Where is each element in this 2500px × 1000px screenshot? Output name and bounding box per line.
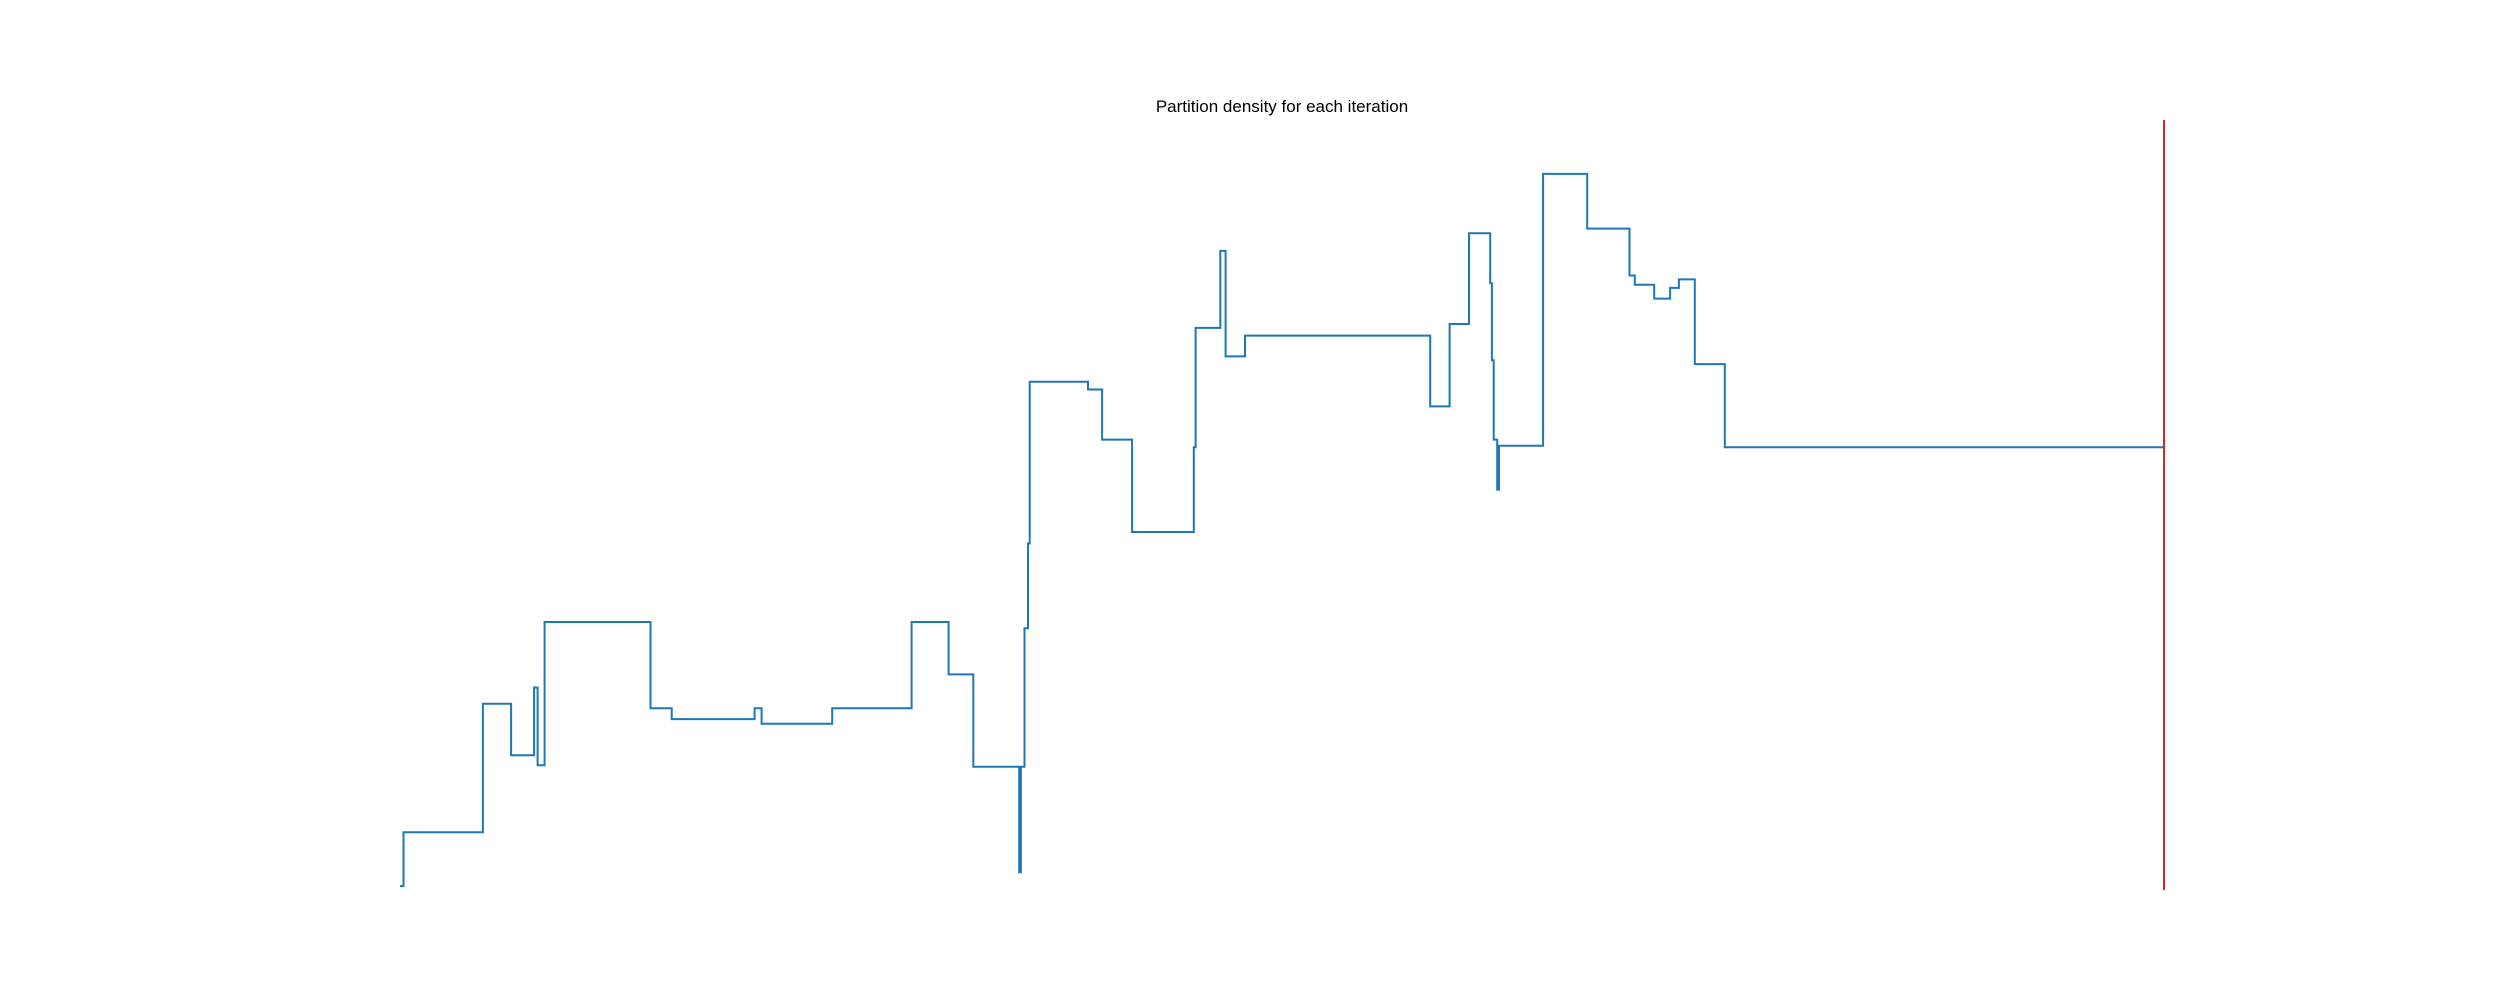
plot-area	[400, 120, 2164, 890]
series-line-0	[400, 174, 2164, 886]
chart-title: Partition density for each iteration	[1156, 97, 1408, 116]
